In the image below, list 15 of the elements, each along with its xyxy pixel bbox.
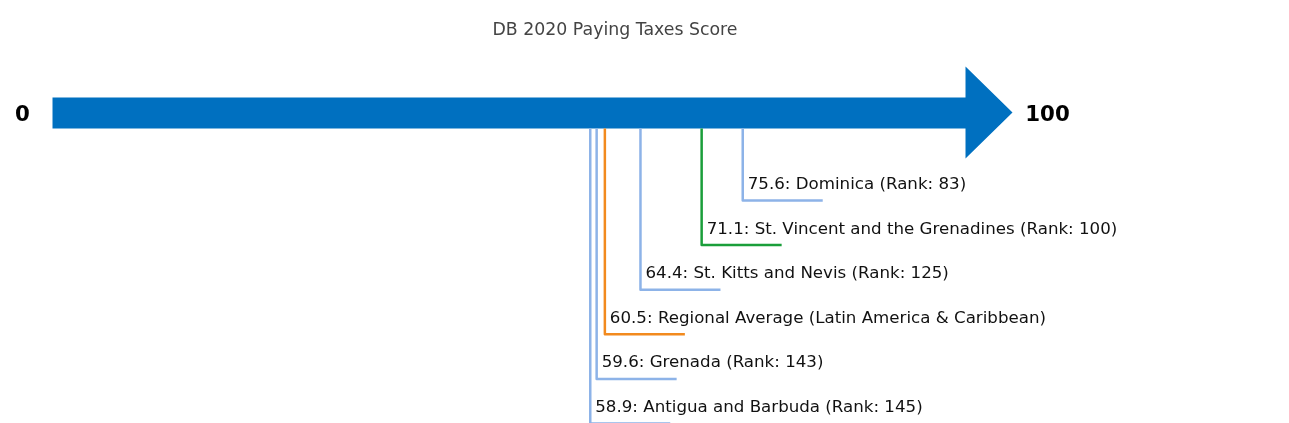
text: 0 bbox=[15, 100, 30, 126]
data-label: 59.6: bbox=[601, 352, 645, 372]
category-label: Regional Average (Latin America & Caribbean) bbox=[657, 307, 1046, 327]
text: DB 2020 Paying Taxes Score bbox=[492, 18, 738, 39]
text: 100 bbox=[1025, 100, 1070, 126]
data-label: 64.4: bbox=[645, 263, 689, 283]
category-label: Antigua and Barbuda (Rank: 145) bbox=[643, 397, 923, 416]
data-label: 75.6: bbox=[747, 174, 791, 193]
category-label: Dominica (Rank: 83) bbox=[795, 174, 967, 193]
category-label: Grenada (Rank: 143) bbox=[649, 352, 824, 372]
category-label: St. Kitts and Nevis (Rank: 125) bbox=[693, 263, 949, 283]
data-label: 60.5: bbox=[609, 307, 653, 327]
category-label: St. Vincent and the Grenadines (Rank: 100) bbox=[754, 218, 1118, 238]
data-label: 58.9: bbox=[595, 397, 638, 416]
data-label: 71.1: bbox=[706, 218, 750, 238]
